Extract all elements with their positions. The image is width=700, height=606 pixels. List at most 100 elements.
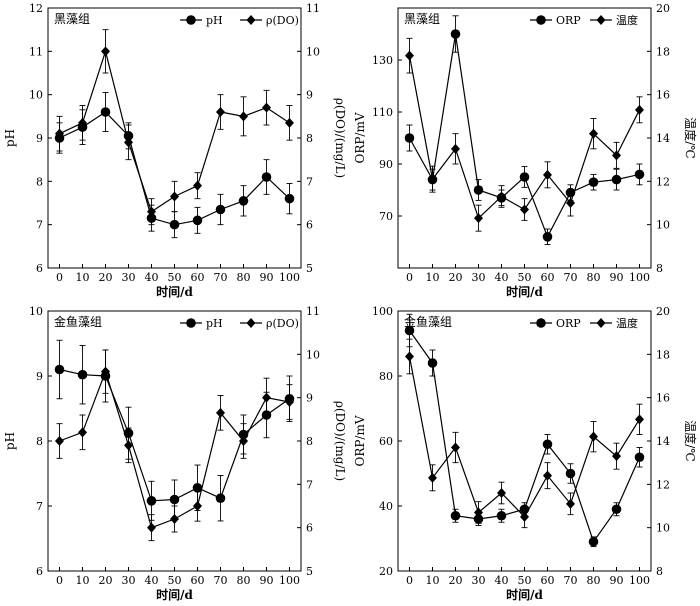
legend-label: 温度 xyxy=(616,316,638,330)
x-tick-label: 40 xyxy=(495,271,509,284)
x-tick-label: 30 xyxy=(122,271,136,284)
legend-label: pH xyxy=(206,317,223,330)
y-right-tick-label: 16 xyxy=(656,89,670,102)
data-point xyxy=(565,468,576,479)
legend: pH ρ(DO) xyxy=(180,317,299,330)
y-right-tick-label: 10 xyxy=(306,45,320,58)
data-point xyxy=(519,172,530,182)
x-tick-label: 70 xyxy=(564,574,578,587)
y-tick-label: 130 xyxy=(372,54,393,67)
data-point xyxy=(285,117,294,128)
x-tick-label: 0 xyxy=(406,574,413,587)
legend-label: ORP xyxy=(556,317,581,330)
x-tick-label: 100 xyxy=(629,574,650,587)
x-axis-label: 时间/d xyxy=(506,587,543,602)
data-point xyxy=(634,169,645,180)
panel-title: 金鱼藻组 xyxy=(54,314,102,329)
y-tick-label: 7 xyxy=(36,500,43,513)
y-axis-label: ORP/mV xyxy=(353,415,367,466)
data-point xyxy=(543,169,552,180)
y-axis-label: pH xyxy=(3,129,17,147)
x-tick-label: 50 xyxy=(168,574,182,587)
y-right-axis-label: ρ(DO)/(mg/L) xyxy=(333,401,347,481)
y-right-tick-label: 12 xyxy=(656,478,670,491)
data-point xyxy=(169,494,180,505)
y-right-axis-label: ρ(DO)/(mg/L) xyxy=(333,98,347,178)
data-point xyxy=(404,133,415,143)
legend: ORP 温度 xyxy=(530,13,638,27)
data-point xyxy=(55,436,64,446)
y-axis-label: ORP/mV xyxy=(353,112,367,163)
x-tick-label: 90 xyxy=(610,574,624,587)
y-tick-label: 8 xyxy=(36,175,43,188)
y-tick-label: 90 xyxy=(379,158,393,171)
y-right-tick-label: 5 xyxy=(306,565,313,578)
data-point xyxy=(520,511,529,522)
x-tick-label: 0 xyxy=(56,574,63,587)
y-tick-label: 80 xyxy=(379,370,393,383)
legend-marker xyxy=(186,318,196,328)
data-point xyxy=(216,407,225,418)
x-tick-label: 80 xyxy=(587,271,601,284)
x-tick-label: 20 xyxy=(99,574,113,587)
x-tick-label: 60 xyxy=(191,574,205,587)
data-point xyxy=(520,204,529,215)
x-tick-label: 20 xyxy=(449,574,463,587)
data-point xyxy=(588,536,599,547)
x-tick-label: 100 xyxy=(629,271,650,284)
y-tick-label: 6 xyxy=(36,262,43,275)
y-right-tick-label: 9 xyxy=(306,89,313,102)
data-point xyxy=(193,180,202,191)
data-point xyxy=(216,107,225,117)
y-right-axis-label: 温度/℃ xyxy=(683,420,698,461)
y-tick-label: 70 xyxy=(379,210,393,223)
data-point xyxy=(496,510,507,521)
data-point xyxy=(170,514,179,524)
data-point xyxy=(101,366,110,377)
y-tick-label: 8 xyxy=(36,435,43,448)
data-point xyxy=(474,213,483,224)
x-tick-label: 100 xyxy=(279,574,300,587)
data-point xyxy=(611,174,622,185)
data-point xyxy=(588,177,599,187)
data-point xyxy=(451,442,460,453)
data-point xyxy=(147,522,156,533)
data-point xyxy=(78,117,87,128)
y-tick-label: 10 xyxy=(29,89,43,102)
data-point xyxy=(55,128,64,139)
x-axis-label: 时间/d xyxy=(156,284,193,299)
y-right-tick-label: 11 xyxy=(306,2,320,15)
data-point xyxy=(450,510,461,521)
x-tick-label: 90 xyxy=(260,574,274,587)
y-right-tick-label: 20 xyxy=(656,2,670,15)
series-circle xyxy=(54,339,295,522)
x-tick-label: 20 xyxy=(449,271,463,284)
legend-label: ρ(DO) xyxy=(266,14,299,27)
y-right-tick-label: 10 xyxy=(656,522,670,535)
y-right-tick-label: 8 xyxy=(306,435,313,448)
x-tick-label: 50 xyxy=(518,574,532,587)
x-tick-label: 80 xyxy=(587,574,601,587)
legend-label: pH xyxy=(206,14,223,27)
y-tick-label: 9 xyxy=(36,370,43,383)
y-tick-label: 9 xyxy=(36,132,43,145)
y-right-tick-label: 6 xyxy=(306,219,313,232)
y-right-tick-label: 7 xyxy=(306,478,313,491)
data-point xyxy=(262,392,271,403)
plot-frame xyxy=(397,310,652,572)
x-axis-label: 时间/d xyxy=(156,587,193,602)
data-point xyxy=(239,436,248,446)
x-tick-label: 80 xyxy=(237,271,251,284)
x-tick-label: 40 xyxy=(145,574,159,587)
y-tick-label: 12 xyxy=(29,2,43,15)
data-point xyxy=(405,50,414,61)
data-point xyxy=(474,507,483,518)
x-tick-label: 20 xyxy=(99,271,113,284)
data-point xyxy=(542,439,553,450)
x-tick-label: 80 xyxy=(237,574,251,587)
x-tick-label: 60 xyxy=(541,271,555,284)
data-point xyxy=(405,351,414,362)
y-tick-label: 40 xyxy=(379,500,393,513)
y-right-tick-label: 16 xyxy=(656,392,670,405)
data-point xyxy=(473,185,484,195)
